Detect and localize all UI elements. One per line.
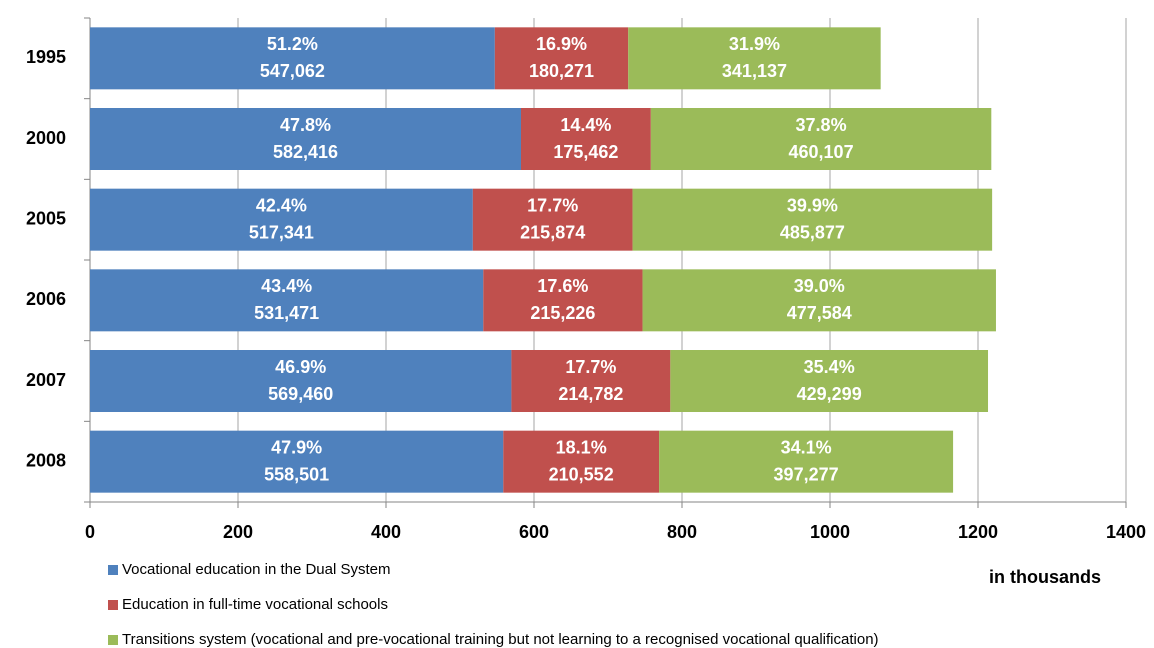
bar-segment: [472, 188, 633, 251]
share-label: 17.6%: [537, 276, 588, 296]
bar-segment: [659, 430, 954, 493]
bar-segment: [90, 188, 473, 251]
bar-segment: [511, 350, 671, 412]
y-tick-label: 2007: [26, 370, 66, 390]
value-label: 214,782: [558, 384, 623, 404]
value-label: 429,299: [797, 384, 862, 404]
x-tick-label: 1400: [1106, 522, 1146, 542]
bar-segment: [642, 269, 996, 332]
share-label: 37.8%: [796, 115, 847, 135]
value-label: 180,271: [529, 61, 594, 81]
y-tick-label: 2005: [26, 208, 66, 228]
y-tick-label: 2008: [26, 450, 66, 470]
value-label: 517,341: [249, 222, 314, 242]
legend-swatch: [108, 600, 118, 610]
x-axis-label: in thousands: [989, 567, 1101, 587]
legend-label: Transitions system (vocational and pre-v…: [122, 631, 879, 648]
share-label: 43.4%: [261, 276, 312, 296]
value-label: 477,584: [787, 303, 852, 323]
bar-segment: [628, 27, 881, 90]
bar-segment: [90, 269, 484, 332]
x-tick-label: 0: [85, 522, 95, 542]
value-label: 341,137: [722, 61, 787, 81]
bar-segment: [520, 108, 651, 170]
share-label: 18.1%: [556, 437, 607, 457]
bar-segment: [650, 108, 992, 170]
y-tick-label: 1995: [26, 47, 66, 67]
legend-label: Education in full-time vocational school…: [122, 596, 388, 613]
share-label: 47.8%: [280, 115, 331, 135]
share-label: 17.7%: [565, 357, 616, 377]
y-tick-label: 2006: [26, 289, 66, 309]
value-label: 582,416: [273, 142, 338, 162]
bar-segment: [90, 430, 504, 493]
share-label: 42.4%: [256, 195, 307, 215]
share-label: 35.4%: [804, 357, 855, 377]
value-label: 210,552: [549, 464, 614, 484]
share-label: 39.9%: [787, 195, 838, 215]
value-label: 569,460: [268, 384, 333, 404]
x-tick-label: 600: [519, 522, 549, 542]
x-tick-label: 200: [223, 522, 253, 542]
x-tick-label: 400: [371, 522, 401, 542]
value-label: 547,062: [260, 61, 325, 81]
bar-segment: [670, 350, 989, 412]
share-label: 17.7%: [527, 195, 578, 215]
value-label: 175,462: [553, 142, 618, 162]
legend-swatch: [108, 635, 118, 645]
share-label: 46.9%: [275, 357, 326, 377]
legend-swatch: [108, 565, 118, 575]
bar-segment: [632, 188, 993, 251]
y-tick-label: 2000: [26, 128, 66, 148]
share-label: 51.2%: [267, 34, 318, 54]
bar-segment: [503, 430, 660, 493]
x-tick-label: 800: [667, 522, 697, 542]
x-tick-label: 1000: [810, 522, 850, 542]
value-label: 485,877: [780, 222, 845, 242]
share-label: 31.9%: [729, 34, 780, 54]
share-label: 34.1%: [781, 437, 832, 457]
value-label: 215,874: [520, 222, 585, 242]
bar-segment: [90, 350, 512, 412]
x-tick-label: 1200: [958, 522, 998, 542]
value-label: 215,226: [530, 303, 595, 323]
share-label: 39.0%: [794, 276, 845, 296]
share-label: 14.4%: [560, 115, 611, 135]
value-label: 460,107: [789, 142, 854, 162]
bar-segment: [494, 27, 629, 90]
bar-segment: [483, 269, 643, 332]
share-label: 47.9%: [271, 437, 322, 457]
legend-label: Vocational education in the Dual System: [122, 561, 391, 578]
bar-segment: [90, 108, 521, 170]
value-label: 397,277: [774, 464, 839, 484]
bar-segment: [90, 27, 495, 90]
share-label: 16.9%: [536, 34, 587, 54]
value-label: 558,501: [264, 464, 329, 484]
value-label: 531,471: [254, 303, 319, 323]
